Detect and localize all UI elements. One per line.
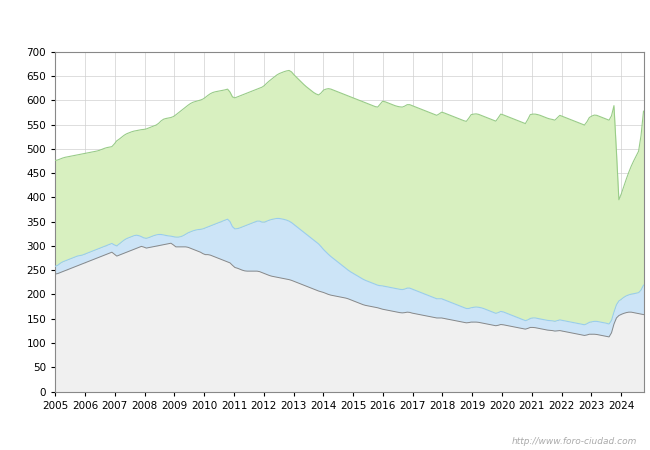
Text: Noez - Evolucion de la poblacion en edad de Trabajar Septiembre de 2024: Noez - Evolucion de la poblacion en edad…	[88, 13, 562, 26]
Text: http://www.foro-ciudad.com: http://www.foro-ciudad.com	[512, 436, 637, 446]
